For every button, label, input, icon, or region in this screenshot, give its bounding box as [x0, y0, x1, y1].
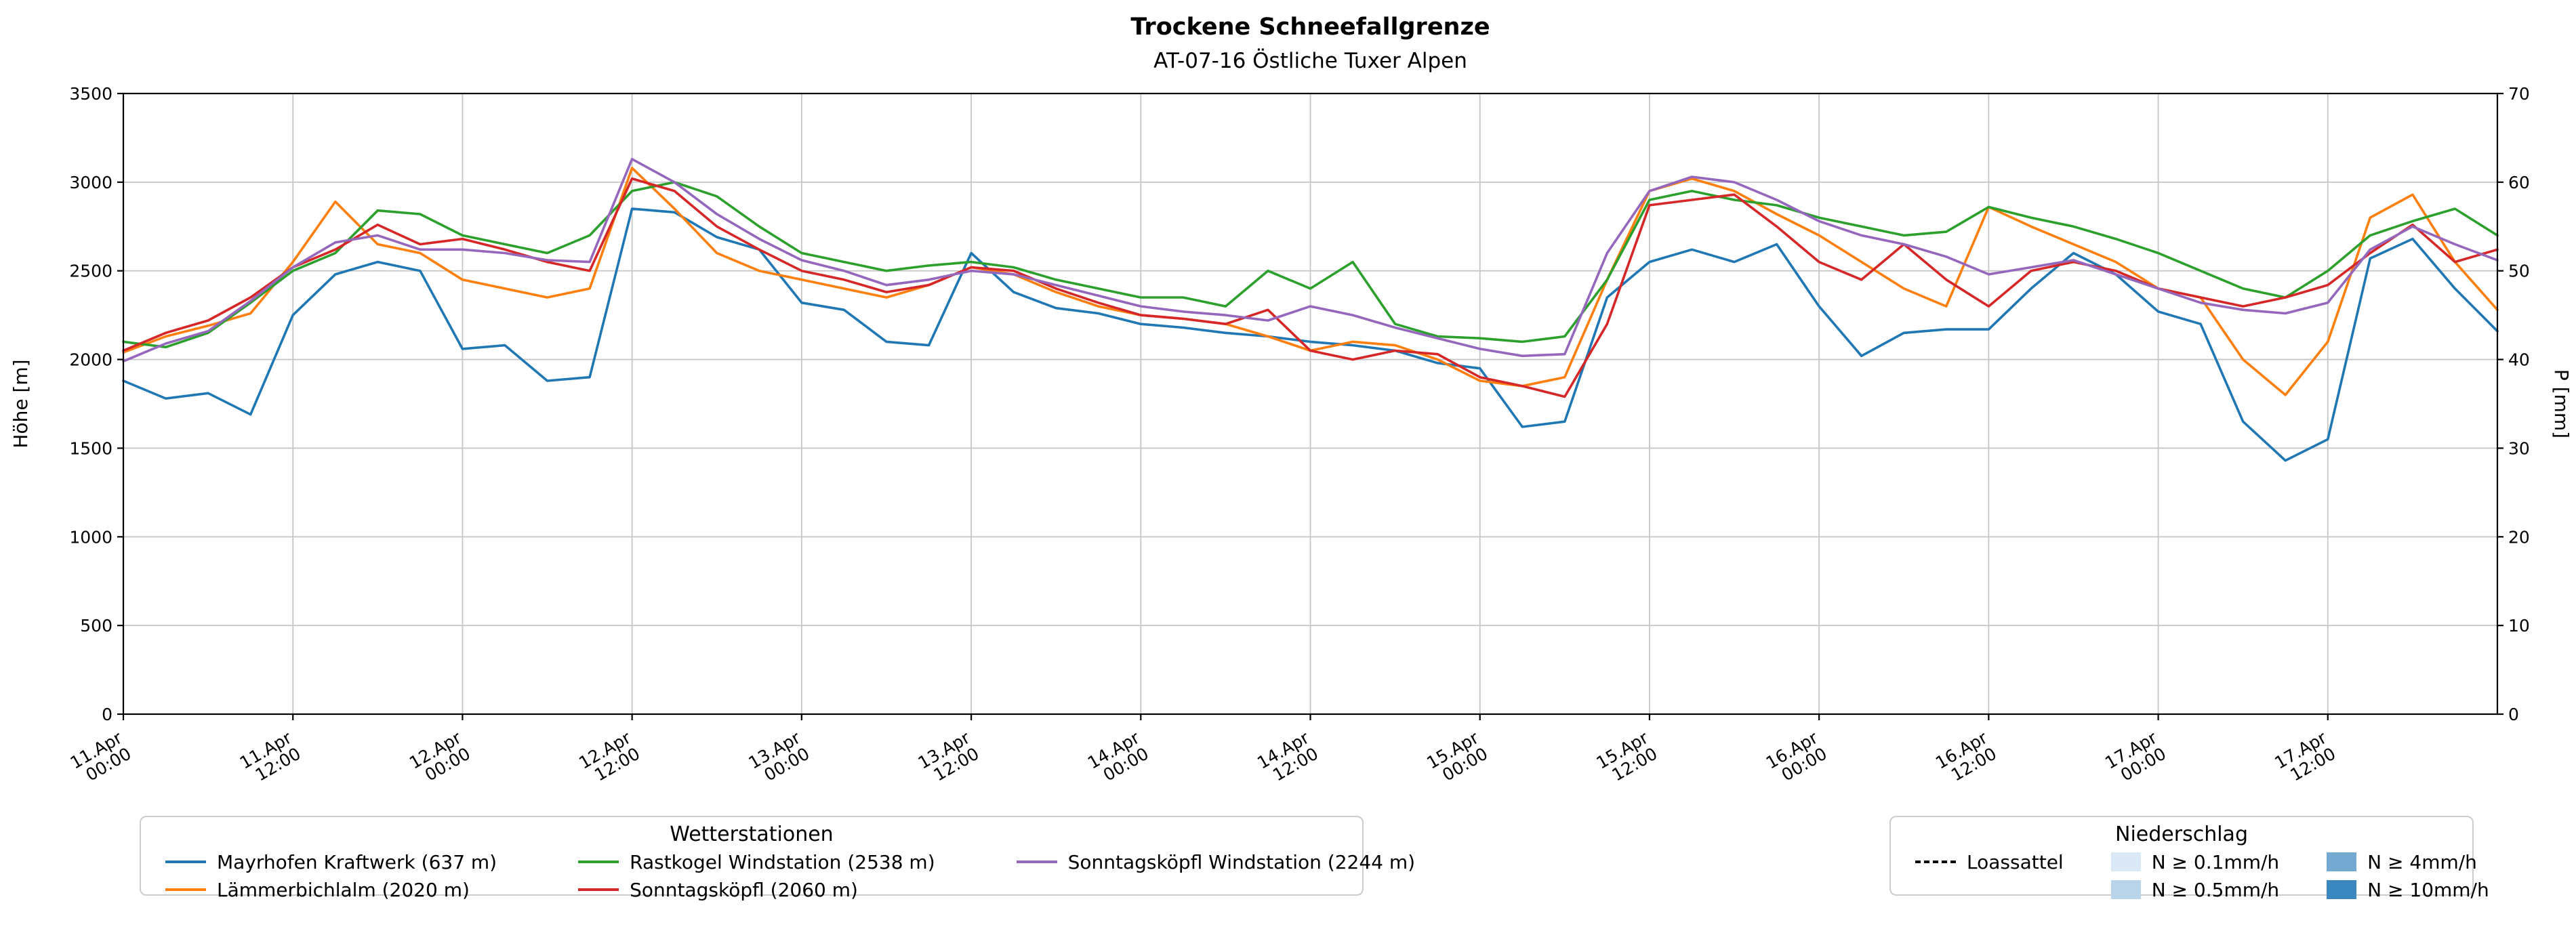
precip-color-patch	[2327, 880, 2357, 899]
legend-item-precip-05: N ≥ 0.5mm/h	[2110, 878, 2280, 901]
legend-column: Mayrhofen Kraftwerk (637 m) Lämmerbichla…	[165, 850, 497, 901]
y2-tick-label: 20	[2508, 527, 2530, 547]
legend-item-label: Sonntagsköpfl Windstation (2244 m)	[1067, 850, 1416, 873]
legend-wetterstationen-title: Wetterstationen	[670, 823, 834, 846]
y-tick-label: 1500	[69, 438, 113, 458]
legend-column: N ≥ 4mm/h N ≥ 10mm/h	[2327, 850, 2489, 901]
y-axis-right: 0 10 20 30 40 50 60 70	[2497, 84, 2530, 724]
series-color-swatch	[578, 888, 619, 891]
legend-item-sonntagskoepfl-windstation: Sonntagsköpfl Windstation (2244 m)	[1016, 850, 1416, 873]
series-color-swatch	[165, 861, 206, 863]
legend-item-label: Loassattel	[1967, 850, 2064, 873]
x-tick-label: 17.Apr00:00	[2102, 728, 2170, 789]
series-lines	[122, 158, 2499, 462]
chart-title: Trockene Schneefallgrenze	[1130, 14, 1490, 41]
y2-tick-label: 60	[2508, 173, 2530, 192]
legend-item-laemmerbichlalm: Lämmerbichlalm (2020 m)	[165, 878, 497, 901]
x-tick-label: 11.Apr00:00	[67, 728, 136, 789]
x-tick-label: 12.Apr00:00	[406, 728, 474, 789]
x-axis: 11.Apr00:00 11.Apr12:00 12.Apr00:00 12.Apr1…	[67, 714, 2339, 789]
legend-item-label: Lämmerbichlalm (2020 m)	[217, 878, 470, 901]
x-tick-label: 11.Apr12:00	[237, 728, 305, 789]
legend-column: Rastkogel Windstation (2538 m) Sonntagsk…	[578, 850, 935, 901]
legend-niederschlag: Niederschlag Loassattel N ≥ 0.1mm/h N ≥ …	[1889, 816, 2489, 901]
series-color-swatch	[578, 861, 619, 863]
y-tick-label: 2500	[69, 262, 113, 281]
y-tick-label: 3000	[69, 173, 113, 192]
y-tick-label: 3500	[69, 84, 113, 104]
legend-item-label: Sonntagsköpfl (2060 m)	[630, 878, 858, 901]
y-tick-label: 500	[80, 616, 113, 636]
legend-item-precip-4: N ≥ 4mm/h	[2327, 850, 2489, 873]
y2-tick-label: 30	[2508, 438, 2530, 458]
y-tick-label: 0	[102, 705, 113, 724]
series-color-swatch	[1016, 861, 1057, 863]
legend-item-loassattel: Loassattel	[1915, 850, 2064, 873]
series-line-4	[122, 158, 2499, 363]
legend-column: Loassattel	[1915, 850, 2064, 901]
series-line-3	[122, 177, 2499, 398]
x-tick-label: 14.Apr00:00	[1084, 728, 1153, 789]
x-tick-label: 15.Apr00:00	[1423, 728, 1492, 789]
legend-item-precip-10: N ≥ 10mm/h	[2327, 878, 2489, 901]
y2-tick-label: 50	[2508, 262, 2530, 281]
precip-color-patch	[2110, 852, 2141, 871]
x-tick-label: 15.Apr12:00	[1593, 728, 1662, 789]
grid	[123, 93, 2497, 715]
x-tick-label: 14.Apr12:00	[1254, 728, 1322, 789]
legend-item-mayrhofen: Mayrhofen Kraftwerk (637 m)	[165, 850, 497, 873]
legend-item-label: N ≥ 0.1mm/h	[2151, 850, 2280, 873]
legend-item-label: N ≥ 0.5mm/h	[2151, 878, 2280, 901]
legend-item-label: N ≥ 10mm/h	[2367, 878, 2489, 901]
x-tick-label: 16.Apr12:00	[1932, 728, 2001, 789]
legend-item-label: Rastkogel Windstation (2538 m)	[630, 850, 935, 873]
x-tick-label: 12.Apr12:00	[575, 728, 644, 789]
legend-wetterstationen-body: Mayrhofen Kraftwerk (637 m) Lämmerbichla…	[141, 846, 1415, 901]
legend-item-sonntagskoepfl: Sonntagsköpfl (2060 m)	[578, 878, 935, 901]
legend-niederschlag-title: Niederschlag	[2115, 823, 2248, 846]
x-tick-label: 16.Apr00:00	[1763, 728, 1831, 789]
y-tick-label: 1000	[69, 527, 113, 547]
y2-tick-label: 0	[2508, 705, 2519, 724]
legend-column: Sonntagsköpfl Windstation (2244 m)	[1016, 850, 1416, 901]
x-tick-label: 13.Apr00:00	[745, 728, 813, 789]
legend-item-rastkogel: Rastkogel Windstation (2538 m)	[578, 850, 935, 873]
dashed-line-swatch	[1915, 861, 1956, 863]
legend-niederschlag-body: Loassattel N ≥ 0.1mm/h N ≥ 0.5mm/h N ≥ 4…	[1891, 846, 2489, 901]
y2-tick-label: 40	[2508, 350, 2530, 370]
legend-item-precip-01: N ≥ 0.1mm/h	[2110, 850, 2280, 873]
legend-column: N ≥ 0.1mm/h N ≥ 0.5mm/h	[2110, 850, 2280, 901]
y2-tick-label: 10	[2508, 616, 2530, 636]
legend-item-label: Mayrhofen Kraftwerk (637 m)	[217, 850, 497, 873]
y2-axis-label: P [mm]	[2550, 369, 2573, 438]
y-tick-label: 2000	[69, 350, 113, 370]
chart-subtitle: AT-07-16 Östliche Tuxer Alpen	[1153, 49, 1467, 73]
legend-item-label: N ≥ 4mm/h	[2367, 850, 2477, 873]
series-line-2	[122, 181, 2499, 349]
x-tick-label: 13.Apr12:00	[915, 728, 983, 789]
precip-color-patch	[2110, 880, 2141, 899]
legend-wetterstationen: Wetterstationen Mayrhofen Kraftwerk (637…	[140, 816, 1415, 901]
y-axis-label: Höhe [m]	[9, 359, 32, 448]
precip-color-patch	[2327, 852, 2357, 871]
y2-tick-label: 70	[2508, 84, 2530, 104]
x-tick-label: 17.Apr12:00	[2271, 728, 2339, 789]
y-axis-left: 0 500 1000 1500 2000 2500 3000 3500	[69, 84, 123, 724]
series-color-swatch	[165, 888, 206, 891]
